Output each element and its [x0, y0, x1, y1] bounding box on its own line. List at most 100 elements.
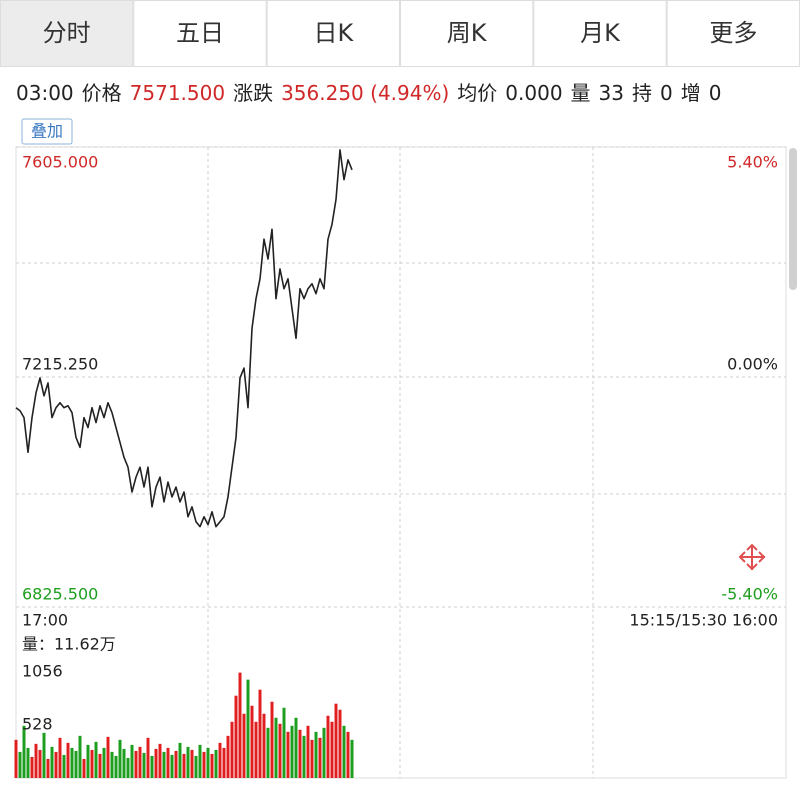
info-vol: 33: [599, 81, 624, 105]
tab[interactable]: [400, 0, 534, 67]
info-avg_label: 均价: [457, 81, 497, 105]
volume-bar: [126, 757, 130, 778]
volume-bar: [134, 750, 138, 778]
volume-bar: [322, 727, 326, 778]
volume-bar: [246, 679, 250, 778]
volume-bar: [70, 747, 74, 778]
volume-bar: [114, 755, 118, 778]
volume-bar: [54, 751, 58, 778]
volume-bar: [118, 739, 122, 778]
y2-tick-label: 5.40%: [727, 153, 778, 172]
volume-bar: [174, 750, 178, 778]
volume-bar: [138, 746, 142, 778]
volume-bar: [30, 756, 34, 778]
volume-bar: [186, 746, 190, 778]
info-oi: 0: [660, 81, 673, 105]
tab[interactable]: [666, 0, 800, 67]
volume-bar: [298, 729, 302, 778]
info-inc_label: 增: [681, 81, 701, 105]
volume-bar: [142, 752, 146, 778]
volume-bar: [314, 731, 318, 778]
volume-bar: [238, 672, 242, 778]
volume-bar: [346, 731, 350, 778]
info-change: 356.250 (4.94%): [281, 81, 449, 105]
tab[interactable]: [533, 0, 667, 67]
volume-bar: [278, 723, 282, 778]
move-icon[interactable]: [738, 543, 766, 571]
volume-bar: [310, 739, 314, 778]
volume-bar: [270, 701, 274, 778]
tab-bar: 分时 五日 日K 周K 月K 更多: [0, 0, 800, 67]
volume-bar: [226, 735, 230, 778]
info-avg: 0.000: [505, 81, 562, 105]
volume-bar: [18, 751, 22, 778]
volume-bar: [274, 717, 278, 778]
volume-bar: [182, 753, 186, 778]
volume-bar: [102, 747, 106, 778]
tab[interactable]: [0, 0, 134, 67]
volume-bar: [202, 751, 206, 778]
volume-bar: [206, 747, 210, 778]
volume-bar: [342, 725, 346, 778]
volume-bar: [106, 736, 110, 778]
plot: 6825.500 7215.250 7605.000 -5.40% 0.00% 5.40%…: [14, 146, 786, 778]
volume-bar: [286, 731, 290, 778]
tab-label[interactable]: 周K: [447, 19, 488, 47]
chart-frame: [15, 146, 787, 779]
x-label: 15:15/15:30: [629, 611, 727, 630]
volume-bar: [326, 715, 330, 778]
volume-bar: [198, 744, 202, 778]
tab-label[interactable]: 更多: [709, 19, 757, 47]
volume-bar: [258, 689, 262, 778]
x-label: 17:00: [22, 611, 68, 630]
y2-tick-label: 0.00%: [727, 355, 778, 374]
volume-bar: [170, 754, 174, 778]
y-tick-label: 6825.500: [22, 585, 98, 604]
tab-label[interactable]: 五日: [176, 19, 224, 47]
tab[interactable]: [266, 0, 400, 67]
tab-label[interactable]: 月K: [580, 19, 621, 47]
tab-label[interactable]: 分时: [43, 19, 91, 47]
volume-bar: [22, 725, 26, 778]
volume-bar: [266, 727, 270, 778]
volume-bar: [350, 739, 354, 778]
volume-bar: [46, 758, 50, 778]
tab-label[interactable]: 日K: [313, 19, 354, 47]
volume-bar: [230, 721, 234, 778]
volume-bar: [50, 746, 54, 778]
volume-bar: [66, 742, 70, 778]
info-text: 03:00 价格 7571.500 涨跌 356.250 (4.94%) 均价 0.000 量…: [16, 81, 721, 105]
volume-bar: [110, 751, 114, 778]
volume-bar: [290, 725, 294, 778]
volume-bar: [302, 735, 306, 778]
volume-bar: [130, 744, 134, 778]
volume-bar: [242, 713, 246, 778]
volume-bar: [78, 735, 82, 778]
volume-bar: [58, 737, 62, 778]
info-vol_label: 量: [571, 81, 591, 105]
volume-bar: [234, 695, 238, 778]
volume-bar: [222, 747, 226, 778]
volume-bar: [338, 709, 342, 778]
volume-bar: [146, 737, 150, 778]
volume-bar: [26, 747, 30, 778]
volume-bar: [250, 705, 254, 778]
info-inc: 0: [709, 81, 722, 105]
info-price_label: 价格: [82, 81, 122, 105]
y2-tick-label: -5.40%: [721, 585, 778, 604]
volume-bar: [82, 758, 86, 778]
volume-bar: [190, 749, 194, 778]
volume-bar: [318, 737, 322, 778]
volume-bar: [214, 749, 218, 778]
overlay-label[interactable]: 叠加: [31, 122, 63, 141]
volume-title: 量：11.62万: [22, 635, 116, 654]
volume-bar: [74, 750, 78, 778]
tab[interactable]: [133, 0, 267, 67]
volume-bar: [62, 754, 66, 778]
volume-bar: [158, 743, 162, 778]
volume-bar: [294, 717, 298, 778]
overlay-button[interactable]: [21, 118, 73, 145]
y-tick-label: 7605.000: [22, 153, 98, 172]
volume-bar: [86, 744, 90, 778]
info-time: 03:00: [16, 81, 74, 105]
